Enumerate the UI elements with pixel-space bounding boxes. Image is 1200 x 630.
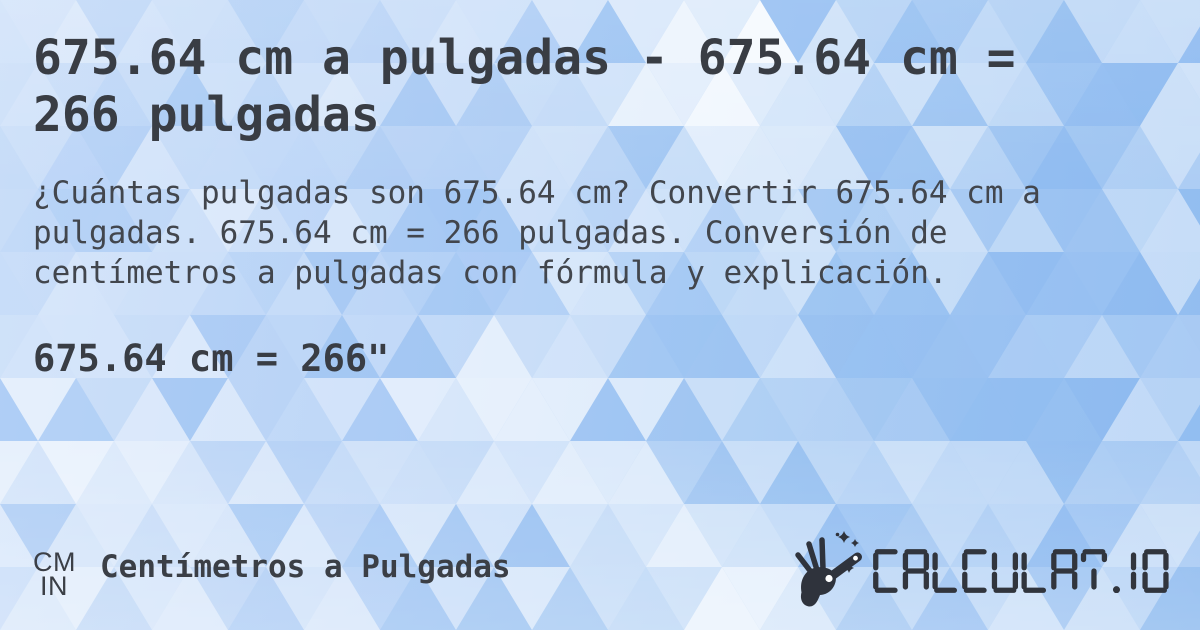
magic-wand-hand-icon <box>795 531 862 607</box>
category-label: Centímetros a Pulgadas <box>100 549 511 585</box>
conversion-result: 675.64 cm = 266" <box>33 337 390 380</box>
unit-icon-cm-label: CM <box>33 547 76 577</box>
page-title: 675.64 cm a pulgadas - 675.64 cm = 266 pu… <box>33 30 1016 143</box>
cm-to-in-unit-icon: CM IN <box>33 547 76 601</box>
unit-icon-in-label: IN <box>40 571 68 601</box>
brand-logo <box>791 531 1172 608</box>
brand-wordmark <box>873 549 1169 593</box>
footer: CM IN Centímetros a Pulgadas <box>33 531 1172 614</box>
description-text: ¿Cuántas pulgadas son 675.64 cm? Convert… <box>33 175 1041 291</box>
